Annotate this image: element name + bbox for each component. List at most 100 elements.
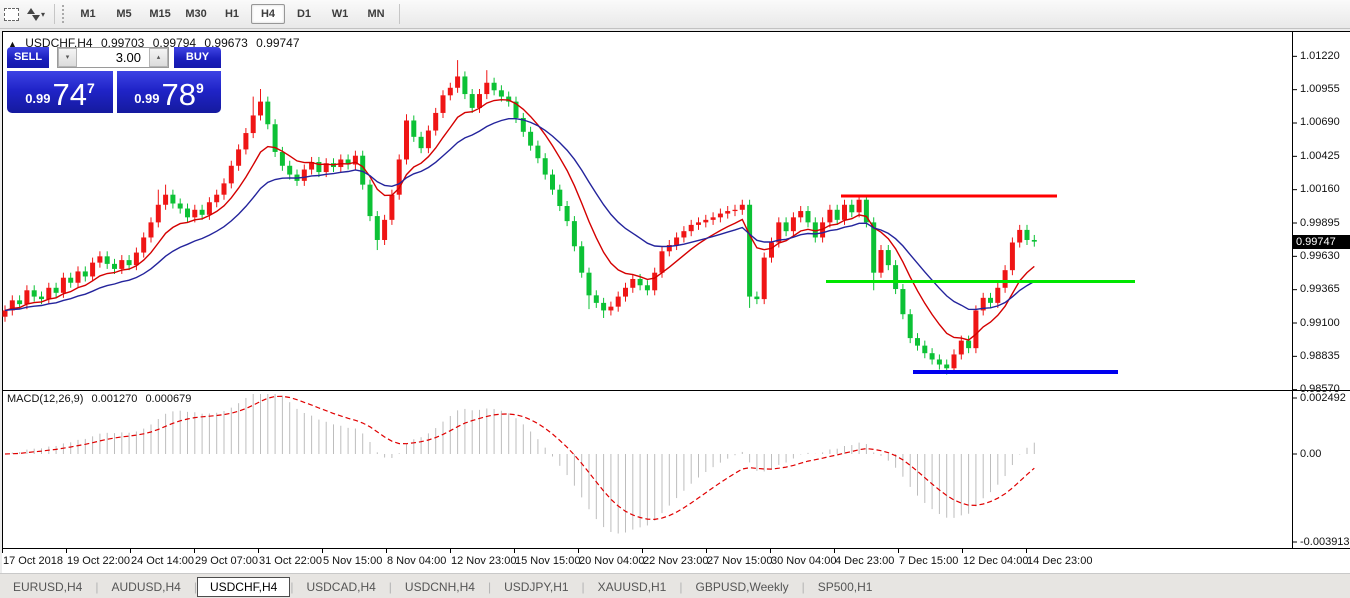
time-axis-label: 19 Oct 22:00 [67, 555, 130, 567]
time-axis-label: 7 Dec 15:00 [899, 555, 959, 567]
tab-usdjpy-h1[interactable]: USDJPY,H1 [504, 579, 569, 594]
time-axis-label: 29 Oct 07:00 [195, 555, 258, 567]
price-axis-label: 1.00955 [1300, 83, 1340, 96]
timeframe-button-m30[interactable]: M30 [185, 8, 207, 20]
timeframe-button-m15[interactable]: M15 [149, 8, 171, 20]
macd-axis-label: 0.00 [1300, 447, 1322, 460]
sell-button[interactable]: SELL [7, 47, 49, 68]
time-axis-label: 4 Dec 23:00 [835, 555, 895, 567]
chart-symbol-label: USDCHF,H4 [25, 36, 93, 50]
buy-price-button[interactable]: 0.99 78 9 [117, 71, 221, 113]
price-axis-label: 1.00690 [1300, 116, 1340, 129]
time-axis-label: 30 Nov 04:00 [771, 555, 837, 567]
slow-ma [4, 117, 1035, 312]
timeframe-button-w1[interactable]: W1 [331, 8, 349, 20]
volume-control: ▾ 3.00 ▴ [57, 47, 169, 68]
time-axis-label: 12 Nov 23:00 [451, 555, 517, 567]
buy-price-big: 78 [161, 77, 196, 112]
ohlc-close: 0.99747 [256, 36, 300, 50]
volume-increase-button[interactable]: ▴ [149, 48, 168, 67]
toolbar-separator [399, 4, 401, 24]
tab-gbpusd-weekly[interactable]: GBPUSD,Weekly [695, 579, 789, 594]
time-axis-label: 8 Nov 04:00 [387, 555, 447, 567]
chart-header: ▲ USDCHF,H4 0.99703 0.99794 0.99673 0.99… [8, 36, 305, 50]
arrange-arrows-icon [27, 7, 40, 21]
time-axis-label: 15 Nov 15:00 [515, 555, 581, 567]
macd-header: MACD(12,26,9) 0.001270 0.000679 [7, 393, 196, 405]
tab-usdcad-h4[interactable]: USDCAD,H4 [306, 579, 376, 594]
current-price-badge: 0.99747 [1293, 234, 1350, 249]
timeframe-button-mn[interactable]: MN [367, 8, 385, 20]
macd-histogram [11, 394, 1035, 534]
tab-usdcnh-h4[interactable]: USDCNH,H4 [404, 579, 475, 594]
tab-audusd-h4[interactable]: AUDUSD,H4 [111, 579, 181, 594]
tab-separator: | [581, 579, 585, 594]
toolbar: ▾ M1 M5 M15 M30 H1 H4 D1 W1 MN [0, 0, 1350, 29]
ohlc-high: 0.99794 [152, 36, 197, 50]
sell-price-button[interactable]: 0.99 74 7 [7, 71, 113, 113]
tab-separator: | [388, 579, 392, 594]
timeframe-button-m1[interactable]: M1 [80, 8, 96, 20]
tab-separator: | [487, 579, 492, 594]
sell-price-prefix: 0.99 [25, 91, 51, 106]
tab-separator: | [290, 579, 294, 594]
price-axis-label: 0.99895 [1300, 216, 1340, 229]
time-axis-label: 17 Oct 2018 [3, 555, 63, 567]
tab-separator: | [95, 579, 99, 594]
tab-separator: | [801, 579, 805, 594]
time-axis-label: 12 Dec 04:00 [963, 555, 1029, 567]
dashed-selection-icon [4, 7, 19, 21]
macd-axis-label: 0.002492 [1300, 391, 1346, 404]
volume-decrease-button[interactable]: ▾ [58, 48, 77, 67]
time-axis-label: 31 Oct 22:00 [259, 555, 322, 567]
fast-ma [4, 98, 1035, 341]
time-axis-label: 27 Nov 15:00 [707, 555, 773, 567]
volume-input[interactable]: 3.00 [115, 50, 141, 65]
time-axis-label: 20 Nov 04:00 [579, 555, 645, 567]
tab-sp500-h1[interactable]: SP500,H1 [817, 579, 873, 594]
price-axis-label: 0.98835 [1300, 349, 1340, 362]
ohlc-low: 0.99673 [204, 36, 248, 50]
chart-tab-bar: EURUSD,H4 | AUDUSD,H4 | USDCHF,H4 | USDCAD,H4 |… [0, 573, 1350, 598]
buy-button[interactable]: BUY [174, 47, 221, 68]
chart-background [2, 31, 1350, 573]
price-axis-label: 1.00160 [1300, 183, 1340, 196]
timeframe-button-m5[interactable]: M5 [116, 8, 132, 20]
price-axis-label: 1.00425 [1300, 149, 1340, 162]
tab-xauusd-h1[interactable]: XAUUSD,H1 [597, 579, 667, 594]
price-axis-label: 1.01220 [1300, 49, 1340, 62]
candles-layer [2, 60, 1037, 375]
object-select-button[interactable] [0, 4, 23, 24]
one-click-collapse-icon[interactable]: ▲ [8, 39, 17, 49]
timeframe-button-h4[interactable]: H4 [251, 4, 286, 24]
price-axis-label: 0.98570 [1300, 383, 1340, 396]
price-axis-label: 0.99630 [1300, 249, 1340, 262]
macd-signal-line [4, 395, 1035, 521]
one-click-trading-panel: SELL ▾ 3.00 ▴ BUY 0.99 74 7 0.99 78 9 [7, 47, 221, 113]
time-axis-label: 22 Nov 23:00 [643, 555, 709, 567]
ohlc-open: 0.99703 [100, 36, 145, 50]
buy-price-prefix: 0.99 [134, 91, 160, 106]
macd-value-main: 0.001270 [91, 393, 138, 405]
arrange-charts-button[interactable]: ▾ [23, 4, 49, 24]
tab-usdchf-h4[interactable]: USDCHF,H4 [196, 576, 291, 597]
timeframe-button-d1[interactable]: D1 [296, 8, 312, 20]
time-axis-label: 5 Nov 15:00 [323, 555, 383, 567]
time-axis-label: 24 Oct 14:00 [131, 555, 194, 567]
price-axis-label: 0.99100 [1300, 316, 1340, 329]
sell-price-big: 74 [52, 77, 87, 112]
toolbar-grip[interactable] [62, 5, 65, 23]
buy-price-sup: 9 [196, 80, 204, 96]
timeframe-button-h1[interactable]: H1 [224, 8, 240, 20]
tab-separator: | [679, 579, 683, 594]
macd-label: MACD(12,26,9) [7, 393, 84, 405]
tab-eurusd-h4[interactable]: EURUSD,H4 [13, 579, 83, 594]
macd-axis-label: -0.003913 [1300, 535, 1350, 548]
macd-value-signal: 0.000679 [145, 393, 192, 405]
time-axis-label: 14 Dec 23:00 [1027, 555, 1093, 567]
pane-borders [2, 31, 1350, 553]
price-axis-label: 0.99365 [1300, 283, 1340, 296]
sell-price-sup: 7 [87, 80, 95, 96]
